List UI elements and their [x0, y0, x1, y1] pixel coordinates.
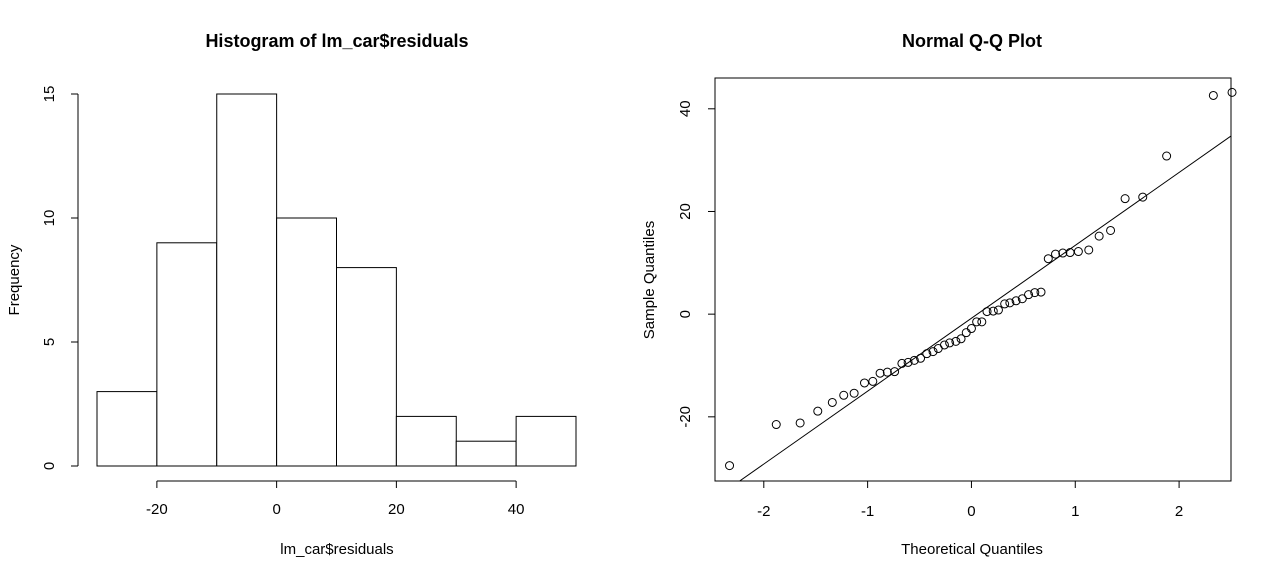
qq-reference-line-group [738, 135, 1231, 481]
qq-point [890, 367, 900, 377]
qq-point [966, 324, 976, 334]
qq-y-tick-label: 20 [677, 203, 694, 220]
qq-point [972, 317, 982, 327]
qq-y-label: Sample Quantiles [641, 221, 658, 339]
qq-point [939, 340, 949, 350]
qq-point [1024, 290, 1034, 300]
qq-point [1017, 294, 1027, 304]
qq-point [868, 376, 878, 386]
qq-x-tick-label: 1 [1071, 503, 1079, 520]
qq-y-tick-label: -20 [677, 406, 694, 428]
histogram-x-tick-label: 40 [508, 501, 525, 518]
qq-point [1106, 225, 1116, 235]
qq-point [1043, 254, 1053, 264]
histogram-y-tick-label: 5 [41, 338, 58, 346]
qq-point [875, 368, 885, 378]
qq-point [1073, 247, 1083, 257]
histogram-y-tick-label: 0 [41, 462, 58, 470]
qq-point [827, 397, 837, 407]
qq-y-tick-label: 0 [677, 310, 694, 318]
qq-point [839, 390, 849, 400]
histogram-bar [515, 415, 577, 467]
histogram-bar [395, 415, 457, 467]
qq-point [1005, 298, 1015, 308]
histogram-x-label: lm_car$residuals [280, 541, 393, 558]
qq-point [1030, 288, 1040, 298]
qq-point [993, 305, 1003, 315]
qq-title: Normal Q-Q Plot [902, 31, 1042, 51]
qq-point [928, 347, 938, 357]
qq-point [882, 367, 892, 377]
qq-points [725, 87, 1237, 471]
histogram-y-tick-label: 15 [41, 86, 58, 103]
qq-x-tick-label: -2 [757, 503, 770, 520]
qq-plot-panel: Normal Q-Q Plot Theoretical Quantiles Sa… [641, 31, 1237, 558]
qq-x-tick-label: 0 [967, 503, 975, 520]
qq-point [1138, 192, 1148, 202]
qq-point [956, 334, 966, 344]
histogram-x-tick-label: -20 [146, 501, 168, 518]
qq-point [1120, 194, 1130, 204]
histogram-bar [336, 267, 397, 467]
histogram-bar [455, 440, 517, 467]
qq-point [916, 353, 926, 363]
qq-point [860, 378, 870, 388]
qq-point [1011, 296, 1021, 306]
qq-point [1208, 90, 1218, 100]
histogram-x-axis: -20 0 20 40 [146, 480, 525, 518]
qq-point [961, 328, 971, 338]
histogram-panel: Histogram of lm_car$residuals lm_car$res… [6, 31, 577, 558]
qq-y-tick-label: 40 [677, 100, 694, 117]
histogram-x-tick-label: 0 [272, 501, 280, 518]
histogram-bar [96, 391, 158, 467]
qq-x-tick-label: 2 [1175, 503, 1183, 520]
qq-plot-box [714, 77, 1232, 482]
histogram-bar [276, 217, 337, 467]
qq-x-tick-label: -1 [861, 503, 874, 520]
qq-point [1227, 87, 1237, 97]
histogram-bar [156, 242, 218, 467]
qq-point [1094, 231, 1104, 241]
qq-point [849, 388, 859, 398]
qq-point [977, 317, 987, 327]
qq-reference-line [738, 135, 1231, 481]
qq-point [903, 357, 913, 367]
qq-point [909, 355, 919, 365]
qq-x-axis: -2 -1 0 1 2 [757, 480, 1183, 520]
qq-point [1058, 248, 1068, 258]
qq-point [1051, 249, 1061, 259]
qq-point [1036, 287, 1046, 297]
qq-point [945, 338, 955, 348]
qq-point [813, 406, 823, 416]
qq-point [725, 461, 735, 471]
histogram-y-label: Frequency [6, 244, 23, 315]
qq-y-axis: -20 0 20 40 [677, 100, 716, 428]
qq-point [1084, 245, 1094, 255]
histogram-title: Histogram of lm_car$residuals [205, 31, 468, 51]
histogram-y-tick-label: 10 [41, 210, 58, 227]
qq-x-label: Theoretical Quantiles [901, 541, 1043, 558]
qq-point [988, 306, 998, 316]
histogram-x-tick-label: 20 [388, 501, 405, 518]
qq-point [771, 420, 781, 430]
qq-point [982, 307, 992, 317]
qq-point [1162, 151, 1172, 161]
qq-point [951, 336, 961, 346]
histogram-bar [216, 93, 278, 467]
qq-point [922, 349, 932, 359]
qq-point [897, 358, 907, 368]
qq-point [795, 418, 805, 428]
qq-point [1000, 299, 1010, 309]
histogram-bars [96, 93, 577, 467]
histogram-y-axis: 0 5 10 15 [41, 86, 79, 470]
